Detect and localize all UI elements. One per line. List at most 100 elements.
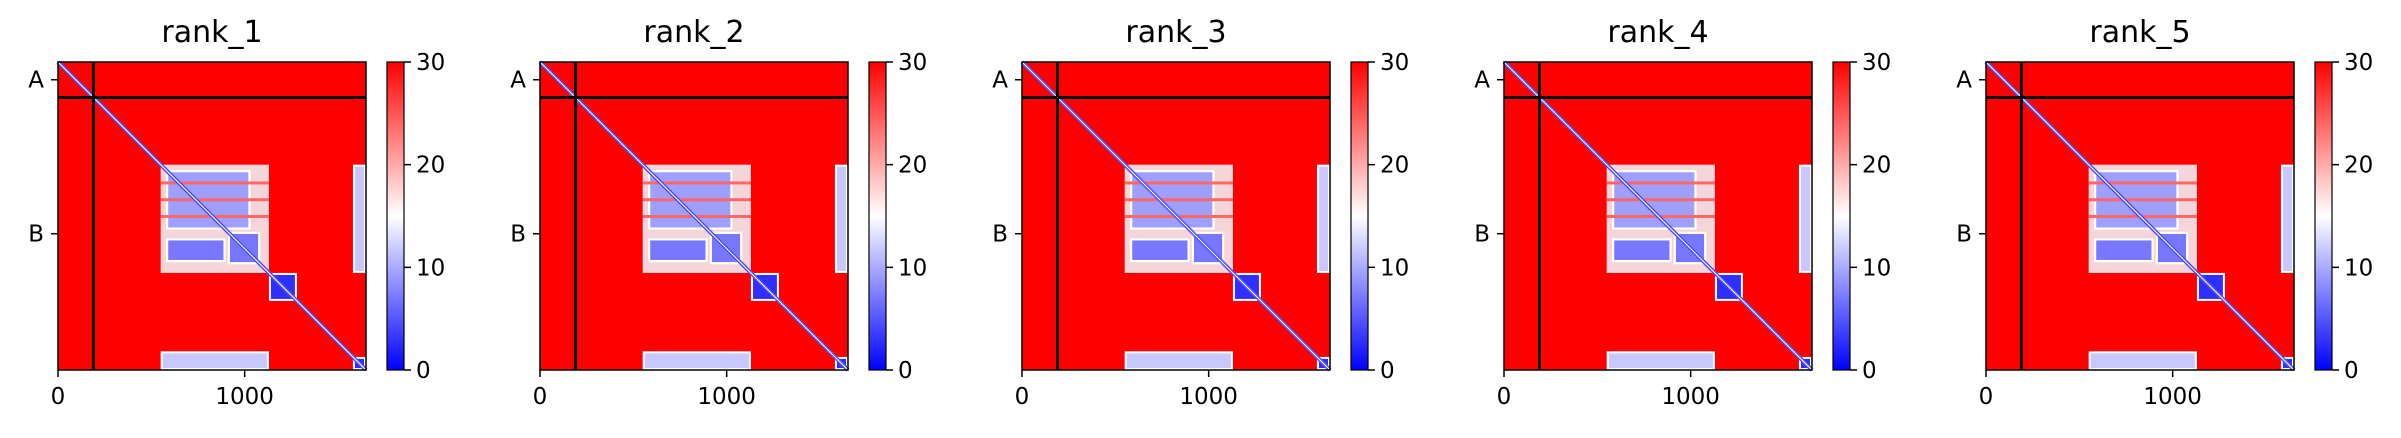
low-pae-region-1 bbox=[1124, 164, 1233, 273]
chain-label: B bbox=[510, 222, 526, 248]
colorbar-tick-label: 10 bbox=[2344, 255, 2373, 281]
x-tick-label: 1000 bbox=[1661, 384, 1720, 410]
chain-label: B bbox=[992, 222, 1008, 248]
region-stripe bbox=[2088, 181, 2197, 185]
x-tick-label: 0 bbox=[1979, 384, 1994, 410]
low-pae-region-1 bbox=[642, 164, 751, 273]
chain-label: B bbox=[1474, 222, 1490, 248]
panel-title: rank_2 bbox=[643, 15, 744, 50]
region-core bbox=[162, 353, 267, 368]
low-pae-region-3 bbox=[642, 351, 751, 370]
low-pae-region-4 bbox=[1798, 164, 1812, 273]
low-pae-region-4 bbox=[1316, 164, 1330, 273]
region-stripe bbox=[160, 181, 269, 185]
colorbar-tick-label: 0 bbox=[2344, 358, 2359, 384]
region-core bbox=[650, 240, 706, 260]
low-pae-region-3 bbox=[1124, 351, 1233, 370]
colorbar-tick-label: 0 bbox=[1380, 358, 1395, 384]
diagonal-highlight bbox=[1021, 61, 1331, 371]
region-stripe bbox=[1124, 181, 1233, 185]
colorbar-tick-label: 30 bbox=[1380, 50, 1409, 76]
region-stripe bbox=[160, 198, 269, 202]
colorbar-tick-label: 10 bbox=[416, 255, 445, 281]
colorbar bbox=[2314, 61, 2333, 371]
diagonal-highlight bbox=[539, 61, 849, 371]
x-tick-label: 1000 bbox=[2143, 384, 2202, 410]
chain-label: B bbox=[28, 222, 44, 248]
region-core bbox=[2090, 353, 2195, 368]
region-stripe bbox=[2088, 198, 2197, 202]
colorbar-tick-label: 10 bbox=[1862, 255, 1891, 281]
low-pae-region-3 bbox=[2088, 351, 2197, 370]
region-core bbox=[2282, 166, 2292, 271]
diagonal-highlight bbox=[1985, 61, 2295, 371]
region-stripe bbox=[1124, 198, 1233, 202]
colorbar-tick-label: 20 bbox=[2344, 153, 2373, 179]
colorbar-tick-label: 10 bbox=[898, 255, 927, 281]
chain-label: A bbox=[510, 68, 526, 94]
colorbar-tick-label: 20 bbox=[898, 153, 927, 179]
chain-label: A bbox=[1474, 68, 1490, 94]
region-core bbox=[1318, 166, 1328, 271]
region-core bbox=[1800, 166, 1810, 271]
region-core bbox=[1608, 353, 1713, 368]
colorbar bbox=[868, 61, 887, 371]
colorbar-tick-label: 20 bbox=[1380, 153, 1409, 179]
colorbar bbox=[1350, 61, 1369, 371]
heatmap-panel-5: rank_5 0 1000 A B 0 10 20 30 bbox=[1956, 15, 2373, 410]
colorbar-tick-label: 0 bbox=[898, 358, 913, 384]
panel-title: rank_3 bbox=[1125, 15, 1226, 50]
axes-frame bbox=[1985, 61, 2295, 371]
axes-frame bbox=[1503, 61, 1813, 371]
colorbar-tick-label: 30 bbox=[416, 50, 445, 76]
low-pae-region-3 bbox=[160, 351, 269, 370]
low-pae-region-4 bbox=[834, 164, 848, 273]
diagonal-highlight bbox=[57, 61, 367, 371]
heatmap-panel-3: rank_3 0 1000 A B 0 10 20 30 bbox=[992, 15, 1409, 410]
axes-frame bbox=[1021, 61, 1331, 371]
diagonal-highlight bbox=[1503, 61, 1813, 371]
panel-title: rank_1 bbox=[161, 15, 262, 50]
chain-label: A bbox=[28, 68, 44, 94]
region-core bbox=[2096, 240, 2152, 260]
colorbar-tick-label: 30 bbox=[1862, 50, 1891, 76]
colorbar-tick-label: 0 bbox=[416, 358, 431, 384]
chain-label: B bbox=[1956, 222, 1972, 248]
colorbar-tick-label: 30 bbox=[898, 50, 927, 76]
colorbar-tick-label: 20 bbox=[1862, 153, 1891, 179]
chain-label: A bbox=[1956, 68, 1972, 94]
colorbar-tick-label: 20 bbox=[416, 153, 445, 179]
region-core bbox=[836, 166, 846, 271]
region-core bbox=[1614, 240, 1670, 260]
x-tick-label: 1000 bbox=[215, 384, 274, 410]
low-pae-region-3 bbox=[1606, 351, 1715, 370]
region-stripe bbox=[1606, 181, 1715, 185]
low-pae-region-4 bbox=[352, 164, 366, 273]
heatmap-panel-2: rank_2 0 1000 A B 0 10 20 30 bbox=[510, 15, 927, 410]
x-tick-label: 0 bbox=[1015, 384, 1030, 410]
region-stripe bbox=[642, 198, 751, 202]
x-tick-label: 0 bbox=[533, 384, 548, 410]
x-tick-label: 0 bbox=[1497, 384, 1512, 410]
axes-frame bbox=[57, 61, 367, 371]
region-core bbox=[1132, 240, 1188, 260]
region-core bbox=[1126, 353, 1231, 368]
heatmap-panel-4: rank_4 0 1000 A B 0 10 20 30 bbox=[1474, 15, 1891, 410]
region-core bbox=[644, 353, 749, 368]
x-tick-label: 0 bbox=[51, 384, 66, 410]
region-stripe bbox=[642, 181, 751, 185]
colorbar bbox=[1832, 61, 1851, 371]
heatmap-panel-1: rank_1 0 1000 A B 0 10 20 30 bbox=[28, 15, 445, 410]
colorbar-tick-label: 30 bbox=[2344, 50, 2373, 76]
colorbar-tick-label: 0 bbox=[1862, 358, 1877, 384]
x-tick-label: 1000 bbox=[1179, 384, 1238, 410]
panel-title: rank_5 bbox=[2089, 15, 2190, 50]
region-core bbox=[354, 166, 364, 271]
region-core bbox=[168, 240, 224, 260]
x-tick-label: 1000 bbox=[697, 384, 756, 410]
panel-title: rank_4 bbox=[1607, 15, 1708, 50]
chain-label: A bbox=[992, 68, 1008, 94]
axes-frame bbox=[539, 61, 849, 371]
